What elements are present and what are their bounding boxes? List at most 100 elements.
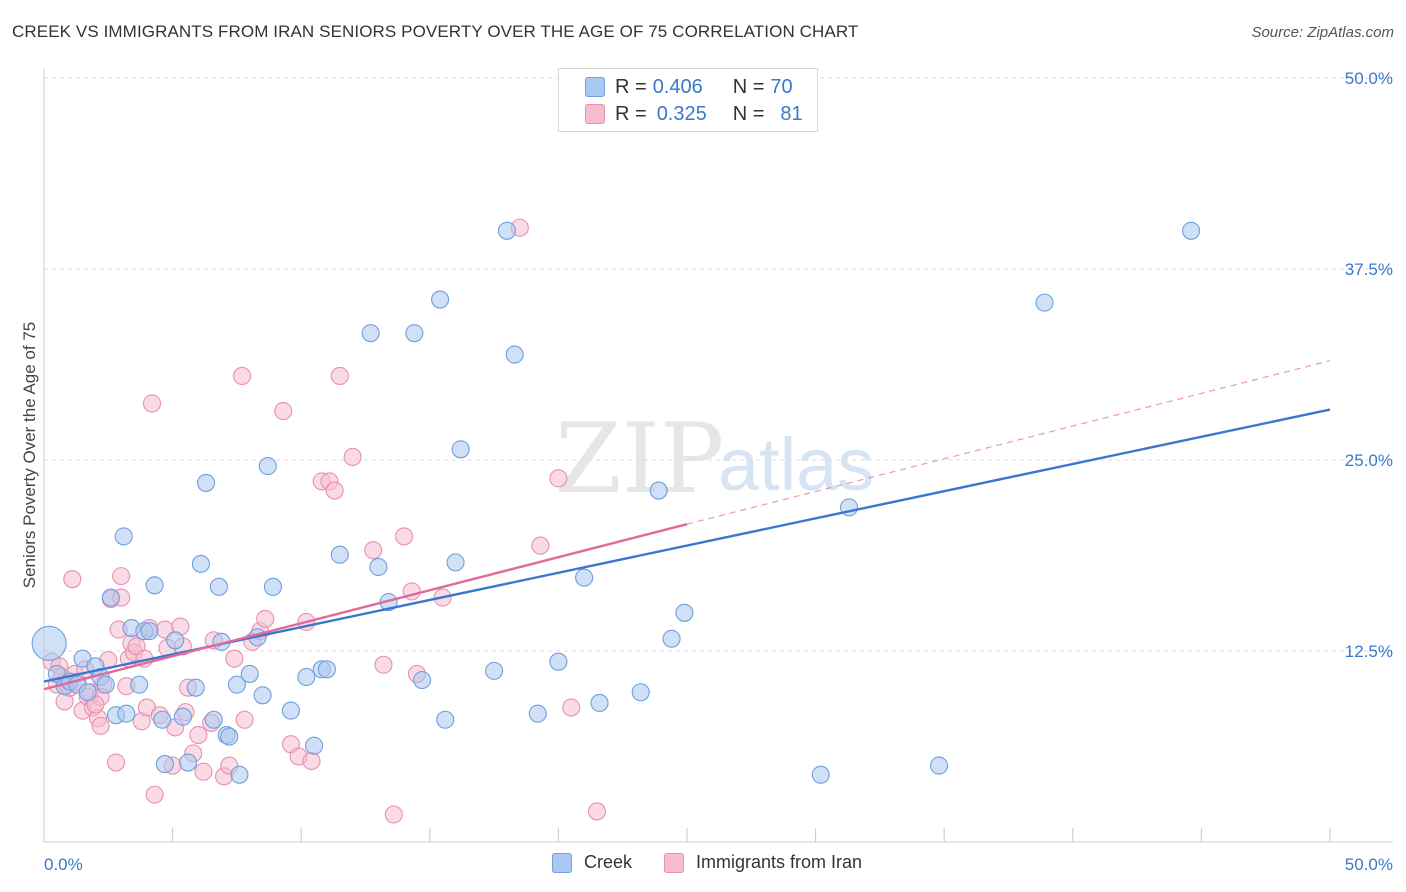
grid-lines	[44, 77, 1393, 652]
creek-point	[631, 683, 650, 702]
iran-point	[384, 805, 403, 824]
iran-point	[225, 649, 244, 668]
x-tick-label-min: 0.0%	[44, 855, 83, 874]
creek-point	[675, 603, 694, 622]
legend-label-creek: Creek	[584, 852, 633, 872]
creek-point	[178, 753, 198, 772]
y-tick-label: 12.5%	[1345, 642, 1393, 661]
trend-lines	[43, 360, 1331, 691]
creek-point	[1035, 293, 1054, 312]
creek-point	[130, 675, 149, 694]
creek-point	[140, 622, 159, 641]
creek-point	[431, 290, 450, 309]
creek-point	[227, 675, 246, 694]
iran-point	[302, 751, 321, 771]
creek-point	[191, 554, 210, 573]
n-label: N =	[732, 102, 765, 125]
iran-point	[112, 567, 131, 586]
x-tick-label-max: 50.0%	[1345, 855, 1393, 874]
creek-point	[281, 701, 300, 720]
creek-point	[330, 545, 349, 564]
creek-point	[96, 675, 115, 694]
creek-point	[649, 481, 668, 500]
series-iran-points	[42, 218, 607, 824]
n-label: N =	[732, 75, 765, 98]
legend-item-creek: Creek	[552, 852, 632, 873]
creek-point	[186, 678, 205, 697]
iran-point	[587, 802, 607, 821]
r-value: 0.325	[656, 102, 707, 125]
iran-point	[194, 762, 213, 781]
iran-swatch	[585, 104, 605, 124]
iran-point	[189, 725, 208, 745]
r-value: 0.406	[652, 75, 703, 98]
creek-point	[196, 473, 216, 492]
creek-point	[297, 667, 316, 687]
creek-point	[575, 568, 594, 587]
iran-point	[232, 366, 252, 386]
watermark-zip: ZIP	[555, 403, 724, 515]
iran-point	[374, 655, 393, 674]
iran-point	[142, 394, 162, 413]
legend-label-iran: Immigrants from Iran	[696, 852, 863, 872]
creek-point	[166, 631, 185, 650]
iran-point	[531, 536, 550, 555]
iran-point	[364, 541, 383, 560]
creek-point	[497, 221, 517, 240]
creek-point	[485, 661, 504, 680]
creek-point	[528, 704, 547, 723]
iran-trend-line	[43, 523, 688, 691]
creek-point	[220, 727, 239, 746]
source-label: Source: ZipAtlas.com	[1251, 24, 1394, 41]
iran-point	[325, 481, 344, 500]
creek-point	[549, 652, 568, 671]
stats-legend: R = 0.406 N = 70 R = 0.325 N = 81	[558, 68, 818, 132]
creek-point	[590, 693, 609, 713]
creek-point	[258, 457, 277, 476]
watermark-atlas: atlas	[718, 423, 874, 506]
iran-point	[235, 710, 254, 729]
creek-point	[78, 683, 97, 702]
creek-point	[930, 756, 949, 775]
creek-point	[240, 664, 259, 683]
creek-point	[1182, 221, 1201, 240]
series-legend: Creek Immigrants from Iran	[552, 852, 894, 873]
creek-point	[263, 577, 282, 596]
creek-point	[31, 625, 67, 661]
iran-point	[274, 402, 293, 421]
creek-trend-line	[43, 408, 1331, 683]
watermark: ZIP atlas	[555, 403, 874, 515]
legend-item-iran: Immigrants from Iran	[664, 852, 862, 873]
creek-point	[505, 345, 524, 364]
series-creek-points	[31, 221, 1201, 784]
iran-trend-line-extension	[686, 360, 1331, 525]
r-label: R =	[615, 102, 647, 125]
creek-point	[173, 707, 192, 726]
creek-point	[369, 557, 388, 577]
chart-title: CREEK VS IMMIGRANTS FROM IRAN SENIORS PO…	[12, 22, 859, 41]
r-label: R =	[615, 75, 647, 98]
y-axis-label: Seniors Poverty Over the Age of 75	[20, 321, 39, 589]
creek-point	[413, 670, 432, 690]
creek-point	[811, 765, 830, 784]
creek-point	[230, 765, 249, 784]
creek-point	[155, 755, 174, 774]
creek-point	[253, 686, 272, 705]
y-tick-label: 50.0%	[1345, 69, 1393, 88]
iran-point	[395, 527, 414, 546]
creek-point	[101, 588, 120, 607]
creek-point	[145, 576, 164, 595]
y-tick-label: 25.0%	[1345, 451, 1393, 470]
iran-point	[330, 366, 349, 386]
creek-point	[305, 736, 324, 755]
creek-point	[446, 553, 465, 572]
axes	[43, 68, 1393, 843]
creek-point	[436, 710, 455, 729]
legend-row-iran: R = 0.325 N = 81	[585, 101, 803, 127]
creek-point	[317, 660, 336, 679]
creek-point	[204, 710, 223, 729]
iran-point	[63, 570, 82, 589]
iran-point	[343, 447, 362, 466]
y-tick-label: 37.5%	[1345, 260, 1393, 279]
